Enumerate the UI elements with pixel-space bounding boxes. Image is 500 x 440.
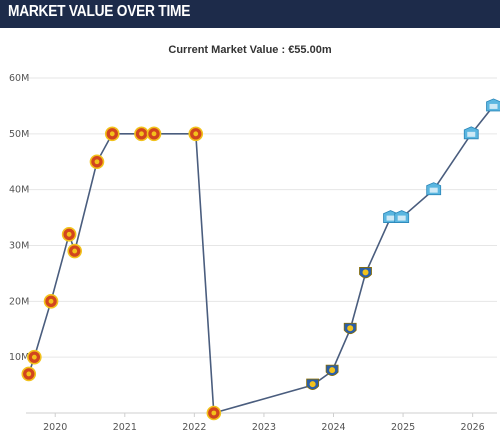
- data-point-red-club[interactable]: [67, 243, 83, 259]
- y-tick-label: 40M: [9, 185, 29, 196]
- x-axis: 2020 2021 2022 2023 2024 2025 2026: [43, 413, 485, 433]
- data-point-red-club[interactable]: [27, 349, 42, 365]
- data-point-light-blue-club[interactable]: [463, 126, 479, 140]
- data-point-yellow-club[interactable]: [325, 364, 339, 377]
- data-point-red-club[interactable]: [89, 154, 105, 170]
- data-point-red-club[interactable]: [134, 126, 149, 142]
- x-tick-label: 2023: [252, 422, 276, 433]
- x-tick-label: 2022: [182, 422, 206, 433]
- data-point-light-blue-club[interactable]: [486, 98, 500, 112]
- x-tick-label: 2021: [113, 422, 137, 433]
- header-title: MARKET VALUE OVER TIME: [8, 3, 191, 20]
- data-point-red-club[interactable]: [104, 126, 120, 142]
- value-line: [28, 105, 495, 415]
- grid-lines: [26, 77, 497, 414]
- data-point-red-club[interactable]: [188, 126, 204, 142]
- x-tick-label: 2020: [43, 422, 67, 433]
- y-axis: 10M 20M 30M 40M 50M 60M: [9, 73, 29, 363]
- y-tick-label: 60M: [9, 73, 29, 84]
- data-point-yellow-club[interactable]: [343, 322, 357, 335]
- y-tick-label: 10M: [9, 352, 29, 363]
- header-bar: MARKET VALUE OVER TIME: [0, 0, 500, 28]
- x-tick-label: 2025: [391, 422, 415, 433]
- y-tick-label: 20M: [9, 296, 29, 307]
- club-markers: [21, 98, 500, 421]
- value-series: [28, 105, 495, 415]
- data-point-light-blue-club[interactable]: [426, 182, 442, 196]
- data-point-red-club[interactable]: [21, 366, 37, 382]
- data-point-red-club[interactable]: [43, 294, 59, 309]
- data-point-red-club[interactable]: [206, 405, 222, 421]
- data-point-yellow-club[interactable]: [359, 267, 372, 279]
- data-point-light-blue-club[interactable]: [394, 210, 410, 223]
- data-point-yellow-club[interactable]: [306, 378, 320, 390]
- y-tick-label: 50M: [9, 129, 29, 140]
- data-point-red-club[interactable]: [146, 126, 162, 142]
- x-tick-label: 2026: [461, 422, 485, 433]
- data-point-red-club[interactable]: [61, 227, 77, 242]
- chart-title: Current Market Value : €55.00m: [168, 44, 332, 56]
- y-tick-label: 30M: [9, 241, 29, 252]
- x-tick-label: 2024: [321, 422, 345, 433]
